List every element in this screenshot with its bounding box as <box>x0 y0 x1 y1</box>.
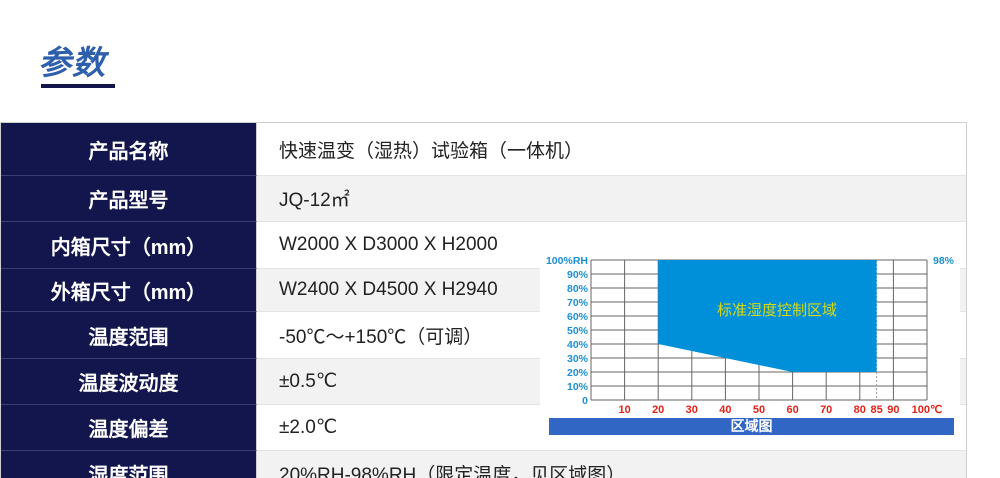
svg-text:80%: 80% <box>567 283 589 295</box>
svg-text:98%: 98% <box>933 255 955 267</box>
svg-text:50%: 50% <box>567 325 589 337</box>
svg-text:标准湿度控制区域: 标准湿度控制区域 <box>717 302 837 319</box>
svg-text:0: 0 <box>582 395 588 407</box>
svg-text:85: 85 <box>870 404 882 416</box>
svg-text:90: 90 <box>887 404 899 416</box>
svg-text:10%: 10% <box>567 381 589 393</box>
svg-text:70%: 70% <box>567 297 589 309</box>
svg-text:80: 80 <box>854 404 866 416</box>
svg-text:50: 50 <box>753 404 765 416</box>
svg-text:60: 60 <box>786 404 798 416</box>
svg-text:20: 20 <box>652 404 664 416</box>
svg-text:90%: 90% <box>567 269 589 281</box>
svg-text:40%: 40% <box>567 339 589 351</box>
svg-text:100%RH: 100%RH <box>546 255 588 267</box>
svg-text:10: 10 <box>618 404 630 416</box>
svg-text:30: 30 <box>686 404 698 416</box>
svg-text:20%: 20% <box>567 367 589 379</box>
svg-text:100℃: 100℃ <box>912 404 943 416</box>
svg-text:70: 70 <box>820 404 832 416</box>
svg-text:40: 40 <box>719 404 731 416</box>
svg-text:30%: 30% <box>567 353 589 365</box>
svg-text:60%: 60% <box>567 311 589 323</box>
